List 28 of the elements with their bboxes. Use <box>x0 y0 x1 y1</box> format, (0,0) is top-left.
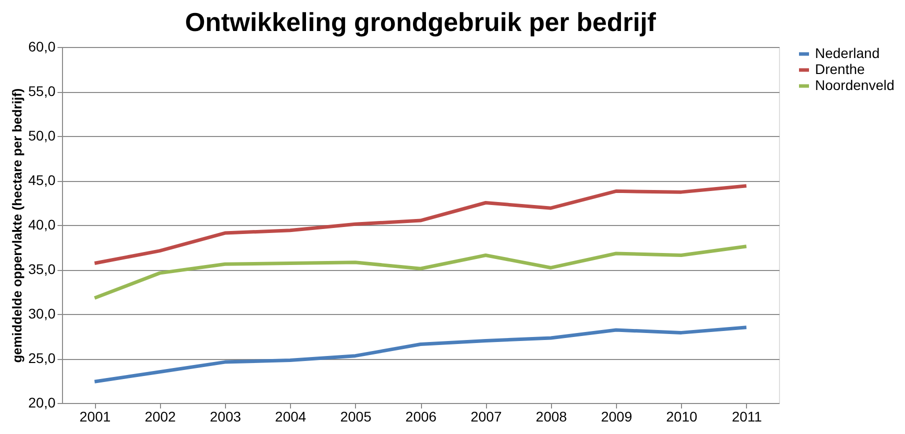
y-tick-label: 40,0 <box>28 216 56 232</box>
y-tick-label: 45,0 <box>28 172 56 188</box>
x-tick-label: 2007 <box>470 408 502 424</box>
y-axis-title: gemiddelde oppervlakte (hectare per bedrijf) <box>9 88 24 363</box>
legend-label: Drenthe <box>815 61 866 77</box>
x-tick-label: 2008 <box>536 408 568 424</box>
legend-label: Nederland <box>815 45 880 61</box>
x-tick-label: 2010 <box>666 408 698 424</box>
y-tick-label: 35,0 <box>28 261 56 277</box>
x-tick-label: 2006 <box>405 408 437 424</box>
y-tick-label: 20,0 <box>28 394 56 410</box>
y-tick-label: 50,0 <box>28 128 56 144</box>
x-tick-label: 2011 <box>732 408 762 424</box>
chart-title: Ontwikkeling grondgebruik per bedrijf <box>185 7 656 37</box>
y-tick-label: 60,0 <box>28 38 56 54</box>
x-tick-label: 2003 <box>210 408 242 424</box>
y-tick-label: 25,0 <box>28 350 56 366</box>
x-tick-label: 2001 <box>80 408 111 424</box>
x-tick-label: 2002 <box>144 408 176 424</box>
x-tick-label: 2004 <box>275 408 306 424</box>
y-tick-label: 30,0 <box>28 306 56 322</box>
line-series <box>92 326 748 384</box>
x-tick-label: 2009 <box>600 408 632 424</box>
line-series <box>92 244 748 300</box>
x-tick-label: 2005 <box>340 408 372 424</box>
y-tick-label: 55,0 <box>28 83 56 99</box>
legend-label: Noordenveld <box>815 77 894 93</box>
line-series <box>92 184 748 266</box>
